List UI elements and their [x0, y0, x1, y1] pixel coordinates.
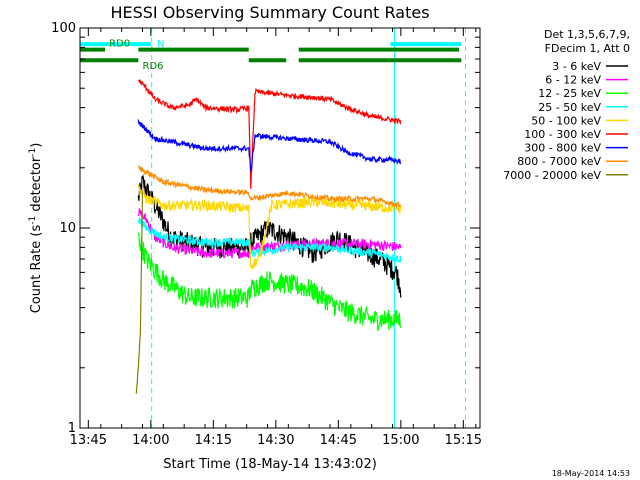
y-tick-label-0: 1: [68, 421, 76, 436]
legend-label-2: 12 - 25 keV: [538, 87, 601, 100]
date-stamp: 18-May-2014 14:53: [552, 469, 630, 478]
flag-label-0: N: [157, 39, 164, 50]
y-axis-label-sup: -1: [28, 216, 38, 225]
y-tick-label-1: 10: [59, 221, 76, 236]
y-axis-label: Count Rate (s-1 detector-1): [28, 143, 44, 314]
x-tick-label-5: 15:00: [382, 433, 419, 448]
series-line-3: [137, 217, 402, 263]
plot-area: N RD0 RD6: [80, 28, 466, 428]
legend-label-7: 800 - 7000 keV: [517, 155, 601, 168]
legend-label-0: 3 - 6 keV: [552, 60, 601, 73]
series-line-8: [135, 191, 144, 394]
legend-label-1: 6 - 12 keV: [545, 74, 601, 87]
x-tick-label-3: 14:30: [257, 433, 294, 448]
legend-label-3: 25 - 50 keV: [538, 101, 601, 114]
legend-label-8: 7000 - 20000 keV: [503, 169, 601, 182]
x-tick-label-4: 14:45: [320, 433, 357, 448]
flag-label-2: RD6: [143, 61, 164, 72]
x-tick-label-0: 13:45: [70, 433, 107, 448]
legend-header-1: FDecim 1, Att 0: [545, 42, 630, 55]
y-tick-label-2: 100: [51, 21, 76, 36]
series-line-5: [138, 79, 402, 190]
flag-label-1: RD0: [109, 39, 130, 50]
x-axis-label: Start Time (18-May-14 13:43:02): [163, 457, 377, 472]
legend-label-5: 100 - 300 keV: [524, 128, 601, 141]
x-tick-label-2: 14:15: [195, 433, 232, 448]
series-line-6: [137, 119, 402, 172]
y-axis-label-close: ): [29, 143, 44, 148]
y-axis-label-main: Count Rate (s: [29, 225, 44, 314]
axes: 13:45 14:00 14:15 14:30 14:45 15:00 15:15 1 10 10…: [51, 21, 482, 448]
chart-title: HESSI Observing Summary Count Rates: [110, 3, 429, 22]
legend-header-0: Det 1,3,5,6,7,9,: [544, 28, 630, 41]
series-line-7: [138, 165, 401, 210]
legend-label-6: 300 - 800 keV: [524, 142, 601, 155]
y-axis-label-tail: detector: [29, 156, 44, 216]
series-line-1: [137, 208, 402, 260]
y-axis-label-sup2: -1: [28, 148, 38, 157]
legend-label-4: 50 - 100 keV: [531, 114, 601, 127]
x-tick-label-6: 15:15: [445, 433, 482, 448]
legend: Det 1,3,5,6,7,9,FDecim 1, Att 0 3 - 6 keV…: [503, 28, 630, 182]
series-line-4: [137, 184, 402, 270]
x-tick-label-1: 14:00: [132, 433, 169, 448]
series-line-2: [137, 232, 402, 332]
